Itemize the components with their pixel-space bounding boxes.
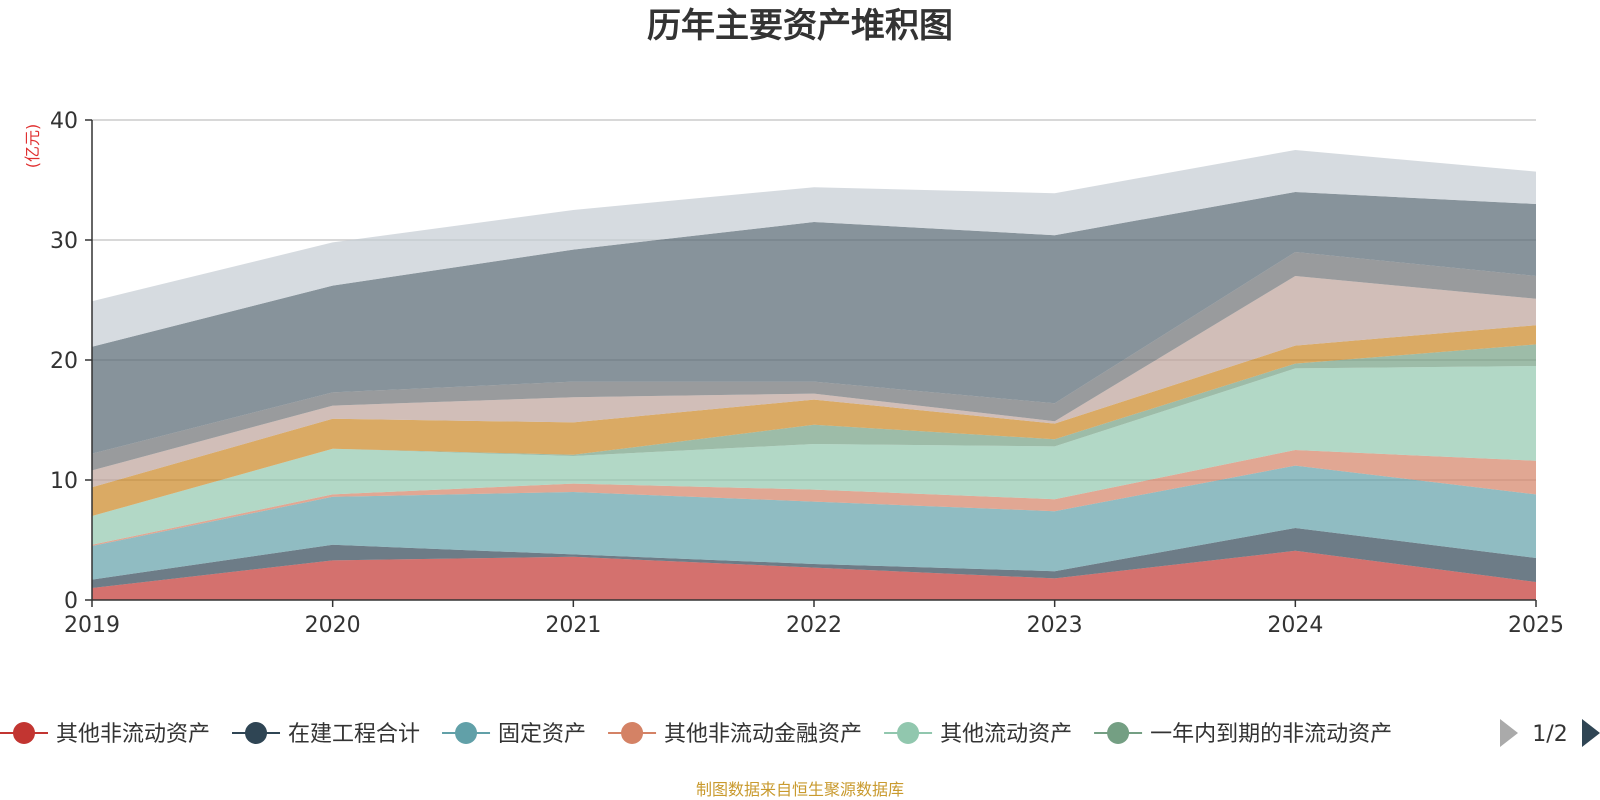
y-tick-label: 20 — [50, 349, 78, 374]
legend-next-page-icon[interactable] — [1582, 719, 1600, 747]
y-tick-label: 10 — [50, 469, 78, 494]
legend-marker-icon — [455, 722, 478, 744]
area-series-4 — [92, 366, 1536, 545]
area-series-1 — [92, 528, 1536, 588]
chart-title: 历年主要资产堆积图 — [647, 6, 953, 46]
legend-prev-page-icon[interactable] — [1500, 719, 1518, 747]
legend-label: 其他非流动金融资产 — [664, 722, 862, 747]
area-series-9 — [92, 192, 1536, 454]
legend-label: 一年内到期的非流动资产 — [1150, 722, 1392, 747]
area-series-7 — [92, 276, 1536, 488]
y-axis-unit-label: (亿元) — [23, 124, 42, 169]
area-series-5 — [92, 344, 1536, 516]
legend: 其他非流动资产 在建工程合计 固定资产 其他非流动金融资产 其他流动资产 一年内到期的非流… — [0, 722, 1392, 747]
x-tick-label: 2021 — [545, 613, 601, 638]
y-tick-label: 30 — [50, 229, 78, 254]
legend-item-3[interactable]: 其他非流动金融资产 — [608, 722, 862, 747]
x-tick-label: 2020 — [305, 613, 361, 638]
legend-item-0[interactable]: 其他非流动资产 — [0, 722, 210, 747]
legend-label: 固定资产 — [498, 722, 586, 747]
area-series-8 — [92, 252, 1536, 471]
y-axis-ticks: 0 10 20 30 40 — [50, 109, 92, 614]
legend-marker-icon — [1107, 722, 1130, 744]
area-series-10 — [92, 150, 1536, 347]
data-source-note: 制图数据来自恒生聚源数据库 — [696, 780, 904, 799]
stacked-areas — [92, 150, 1536, 600]
x-tick-label: 2019 — [64, 613, 120, 638]
legend-item-4[interactable]: 其他流动资产 — [884, 722, 1072, 747]
x-tick-label: 2024 — [1267, 613, 1323, 638]
legend-item-1[interactable]: 在建工程合计 — [232, 722, 420, 747]
legend-item-5[interactable]: 一年内到期的非流动资产 — [1094, 722, 1392, 747]
area-series-2 — [92, 465, 1536, 580]
y-tick-label: 40 — [50, 109, 78, 134]
area-series-0 — [92, 550, 1536, 600]
legend-marker-icon — [13, 722, 35, 744]
legend-item-2[interactable]: 固定资产 — [442, 722, 586, 747]
x-axis-ticks: 2019 2020 2021 2022 2023 2024 2025 — [64, 600, 1564, 638]
legend-marker-icon — [621, 722, 644, 744]
legend-marker-icon — [897, 722, 920, 744]
y-tick-label: 0 — [64, 589, 78, 614]
legend-label: 其他流动资产 — [940, 722, 1072, 747]
legend-pager: 1/2 — [1500, 719, 1600, 747]
area-series-3 — [92, 450, 1536, 546]
x-tick-label: 2023 — [1027, 613, 1083, 638]
legend-page-indicator: 1/2 — [1532, 722, 1567, 747]
area-series-6 — [92, 325, 1536, 516]
legend-label: 其他非流动资产 — [56, 722, 210, 747]
legend-marker-icon — [245, 722, 268, 744]
x-tick-label: 2025 — [1508, 613, 1564, 638]
x-tick-label: 2022 — [786, 613, 842, 638]
legend-label: 在建工程合计 — [288, 722, 420, 747]
